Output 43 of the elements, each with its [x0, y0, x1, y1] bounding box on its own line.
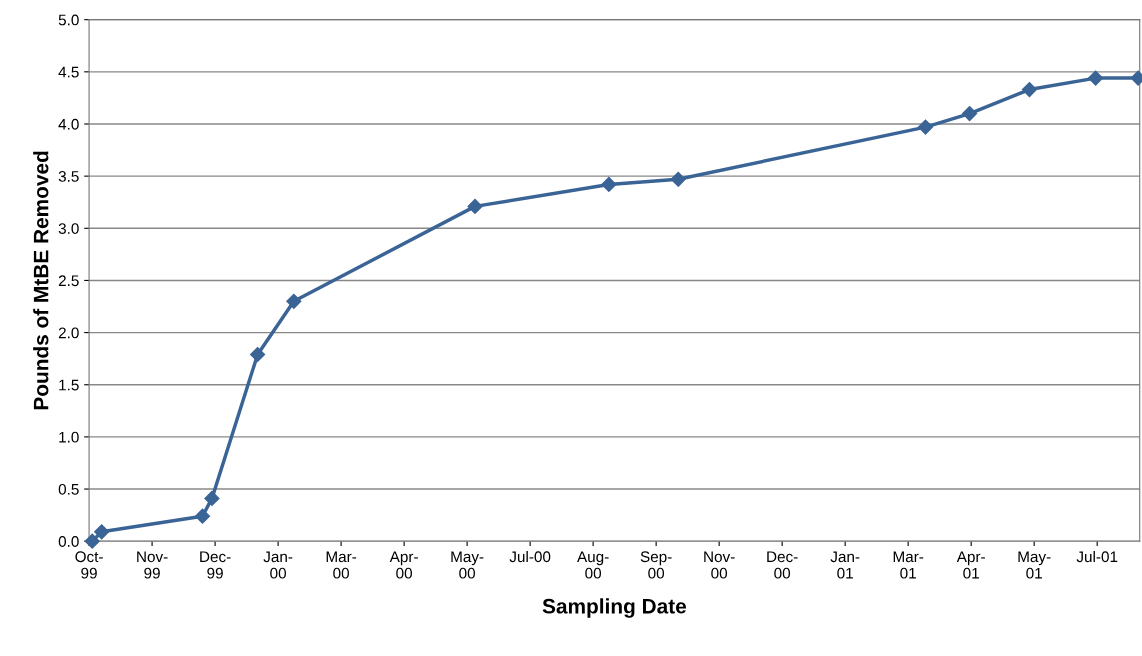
x-tick-label: Jul-01: [1076, 550, 1118, 563]
y-tick-label: 4.0: [58, 118, 79, 130]
point: [917, 119, 934, 135]
x-tick-label: Dec- 99: [200, 551, 231, 579]
y-tick-label: 0.0: [58, 536, 79, 547]
point: [286, 293, 302, 309]
y-axis-title: Pounds of MtBE Removed: [33, 151, 49, 410]
y-tick-label: 3.0: [58, 223, 79, 234]
point: [204, 490, 220, 507]
x-tick-label: Aug- 00: [577, 551, 609, 579]
point: [250, 346, 266, 363]
x-tick-label: Mar- 01: [893, 551, 924, 579]
y-tick-label: 4.5: [58, 66, 79, 78]
point: [670, 171, 686, 187]
point: [962, 105, 978, 122]
point: [601, 176, 617, 193]
x-tick-label: Oct- 99: [75, 551, 103, 579]
x-tick-label: Nov- 99: [137, 551, 168, 579]
x-tick-label: May- 01: [1018, 551, 1051, 579]
y-tick-label: 1.5: [59, 379, 79, 391]
y-tick-label: 3.5: [58, 171, 79, 182]
x-tick-label: Jan- 00: [263, 551, 293, 579]
x-tick-label: Dec- 00: [767, 551, 798, 579]
point: [194, 508, 211, 524]
point: [467, 198, 483, 214]
point: [84, 533, 100, 549]
point: [94, 524, 110, 540]
point: [1088, 70, 1104, 86]
x-tick-label: Apr- 00: [389, 551, 418, 579]
y-tick-label: 0.5: [58, 483, 79, 495]
y-tick-label: 2.0: [58, 327, 79, 339]
x-tick-label: Sep- 00: [640, 551, 672, 579]
y-tick-label: 5.0: [58, 14, 79, 26]
x-tick-label: Nov- 00: [704, 551, 735, 579]
y-tick-label: 1.0: [59, 431, 79, 443]
x-tick-label: May- 00: [451, 551, 484, 579]
x-tick-label: Mar- 00: [326, 551, 357, 579]
x-tick-label: Jan- 01: [830, 551, 860, 579]
x-axis-title: Sampling Date: [542, 598, 687, 618]
point: [1021, 81, 1038, 98]
y-tick-label: 2.5: [58, 275, 79, 287]
x-tick-label: Jul-00: [509, 550, 551, 563]
x-tick-label: Apr- 01: [956, 551, 985, 579]
